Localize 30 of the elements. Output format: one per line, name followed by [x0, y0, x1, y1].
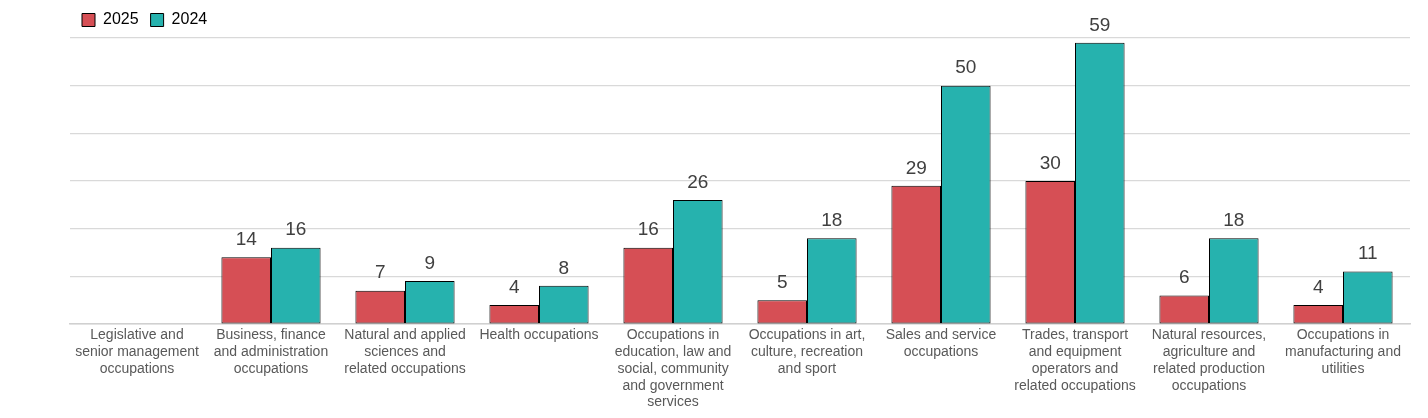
data-label: 6: [1178, 266, 1190, 288]
data-label: 30: [1039, 151, 1061, 173]
legend-label: 2025: [103, 10, 139, 28]
data-label: 59: [1089, 13, 1111, 35]
data-label: 18: [821, 208, 843, 230]
x-tick-label: Sales and service occupations: [885, 326, 997, 360]
data-label: 29: [905, 156, 927, 178]
data-label: 5: [776, 270, 788, 292]
x-tick-label: Occupations in education, law and social, community and government services: [614, 326, 732, 410]
data-label: 16: [637, 218, 659, 240]
x-tick-label: Occupations in art, culture, recreation and sport: [748, 326, 866, 376]
x-tick-label: Business, finance and administration occupations: [213, 326, 329, 376]
data-label: 8: [558, 256, 570, 278]
x-tick-label: Natural resources, agriculture and related production occupations: [1151, 326, 1267, 393]
data-label: 11: [1357, 242, 1378, 264]
data-label: 4: [1312, 275, 1324, 297]
legend-label: 2024: [171, 10, 208, 28]
data-label: 50: [955, 56, 977, 78]
x-tick-label: Natural and applied sciences and related occupations: [344, 326, 466, 376]
x-tick-label: Legislative and senior management occupations: [75, 326, 199, 376]
data-label: 7: [374, 261, 386, 283]
x-tick-label: Health occupations: [479, 326, 599, 343]
data-label: 16: [285, 218, 307, 240]
data-label: 18: [1223, 208, 1245, 230]
data-label: 4: [508, 275, 520, 297]
x-tick-label: Occupations in manufacturing and utilities: [1285, 326, 1401, 376]
data-label: 14: [235, 228, 258, 249]
data-label: 9: [424, 251, 436, 273]
data-label: 26: [687, 170, 709, 192]
x-tick-label: Trades, transport and equipment operators and related occupations: [1014, 326, 1136, 393]
